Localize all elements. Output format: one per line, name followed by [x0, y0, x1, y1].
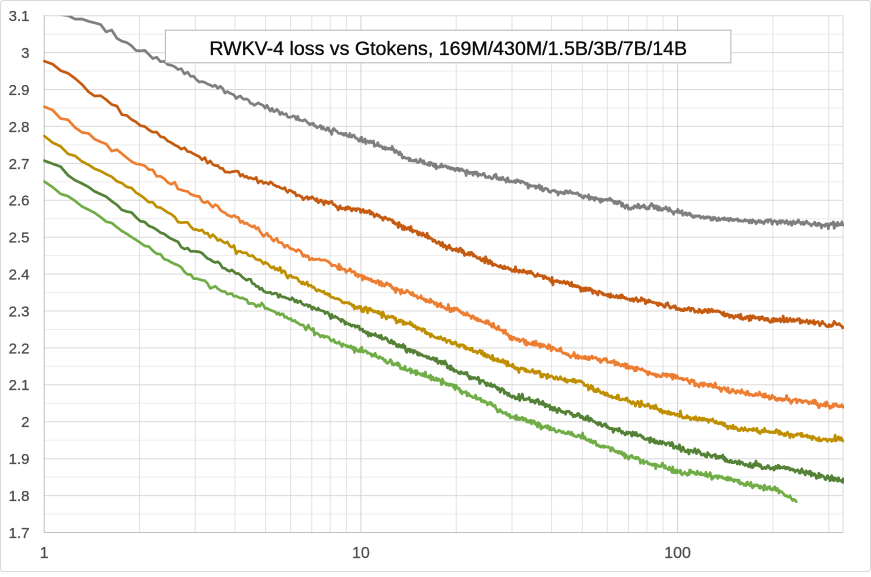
svg-text:3.1: 3.1 [9, 8, 30, 25]
svg-text:10: 10 [352, 545, 370, 562]
svg-text:2.2: 2.2 [9, 340, 30, 357]
svg-text:2.7: 2.7 [9, 156, 30, 173]
svg-text:1: 1 [40, 545, 49, 562]
svg-text:100: 100 [664, 545, 691, 562]
svg-text:1.7: 1.7 [9, 525, 30, 542]
svg-text:1.9: 1.9 [9, 451, 30, 468]
svg-text:2.3: 2.3 [9, 303, 30, 320]
svg-text:2.4: 2.4 [9, 267, 30, 284]
svg-text:2.8: 2.8 [9, 119, 30, 136]
svg-text:2.1: 2.1 [9, 377, 30, 394]
svg-text:1.8: 1.8 [9, 488, 30, 505]
svg-text:2.9: 2.9 [9, 82, 30, 99]
svg-text:2.5: 2.5 [9, 230, 30, 247]
svg-text:3: 3 [21, 45, 29, 62]
svg-text:2.6: 2.6 [9, 193, 30, 210]
svg-text:RWKV-4 loss vs Gtokens, 169M/4: RWKV-4 loss vs Gtokens, 169M/430M/1.5B/3… [209, 38, 687, 60]
svg-text:2: 2 [21, 414, 29, 431]
